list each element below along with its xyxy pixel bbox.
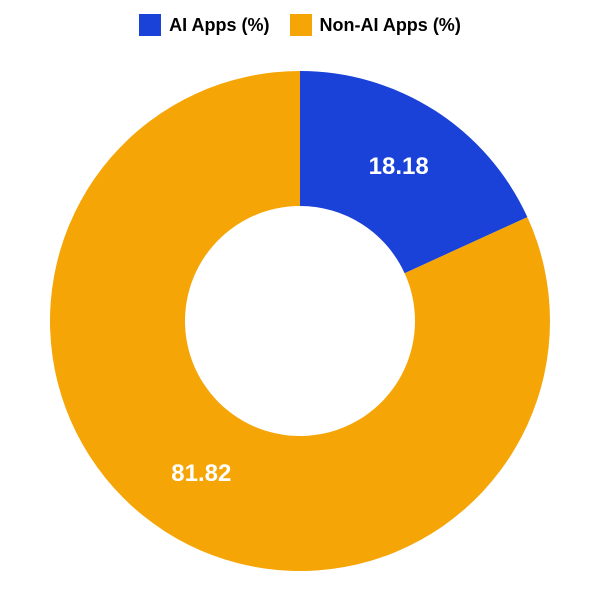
legend: AI Apps (%) Non-AI Apps (%) <box>0 0 600 36</box>
donut-svg: 18.18 81.82 <box>0 36 600 596</box>
donut-chart: AI Apps (%) Non-AI Apps (%) 18.18 81.82 <box>0 0 600 600</box>
legend-swatch-ai <box>139 14 161 36</box>
legend-item-ai: AI Apps (%) <box>139 14 269 36</box>
legend-item-non-ai: Non-AI Apps (%) <box>290 14 461 36</box>
legend-swatch-non-ai <box>290 14 312 36</box>
legend-label-ai: AI Apps (%) <box>169 15 269 36</box>
slice-value-label: 18.18 <box>369 153 429 180</box>
slice-value-label: 81.82 <box>171 460 231 487</box>
legend-label-non-ai: Non-AI Apps (%) <box>320 15 461 36</box>
